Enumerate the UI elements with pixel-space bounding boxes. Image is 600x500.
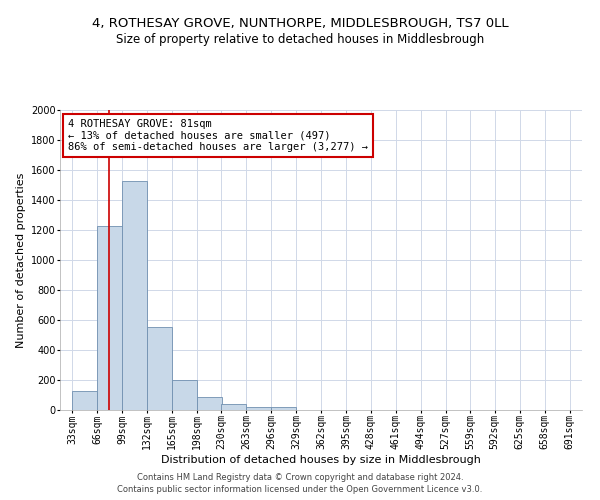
Bar (271, 407, 296, 410)
Text: 4, ROTHESAY GROVE, NUNTHORPE, MIDDLESBROUGH, TS7 0LL: 4, ROTHESAY GROVE, NUNTHORPE, MIDDLESBRO… (92, 18, 508, 30)
Bar (246, 407, 271, 410)
Y-axis label: Number of detached properties: Number of detached properties (16, 172, 26, 348)
Bar (172, 380, 197, 410)
Text: Size of property relative to detached houses in Middlesbrough: Size of property relative to detached ho… (116, 32, 484, 46)
Text: Contains HM Land Registry data © Crown copyright and database right 2024.: Contains HM Land Registry data © Crown c… (137, 472, 463, 482)
Bar (73, 390, 97, 410)
Bar (221, 404, 246, 410)
Bar (147, 327, 172, 410)
Bar (197, 396, 222, 410)
Text: Contains public sector information licensed under the Open Government Licence v3: Contains public sector information licen… (118, 485, 482, 494)
Text: 4 ROTHESAY GROVE: 81sqm
← 13% of detached houses are smaller (497)
86% of semi-d: 4 ROTHESAY GROVE: 81sqm ← 13% of detache… (68, 119, 368, 152)
Bar (122, 180, 147, 410)
X-axis label: Distribution of detached houses by size in Middlesbrough: Distribution of detached houses by size … (161, 455, 481, 465)
Bar (97, 226, 122, 410)
